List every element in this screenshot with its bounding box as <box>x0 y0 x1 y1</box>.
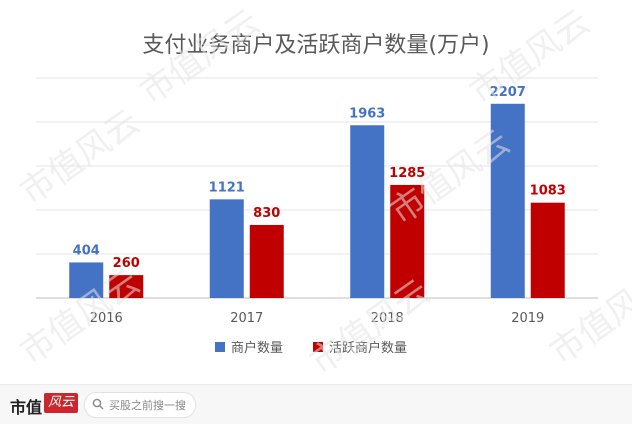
data-label: 404 <box>73 243 100 258</box>
data-label: 1121 <box>209 180 245 195</box>
chart-title: 支付业务商户及活跃商户数量(万户) <box>142 33 489 58</box>
search-icon <box>92 398 104 410</box>
legend-swatch <box>313 342 323 352</box>
x-tick-label: 2016 <box>90 311 123 326</box>
legend-label: 活跃商户数量 <box>329 340 407 356</box>
data-label: 1083 <box>530 184 566 199</box>
brand-logo-mark: 风云 <box>44 393 78 413</box>
x-tick-label: 2019 <box>511 311 544 326</box>
chart-card: 支付业务商户及活跃商户数量(万户) 404 260 2016 1121 830 2017 19… <box>12 1 632 383</box>
data-label: 260 <box>113 256 140 271</box>
bar-merchants-2019 <box>490 103 525 298</box>
search-box[interactable]: 买股之前搜一搜 <box>84 392 196 418</box>
data-label: 2207 <box>490 85 526 100</box>
search-placeholder: 买股之前搜一搜 <box>109 399 186 412</box>
x-tick-label: 2017 <box>230 311 263 326</box>
footer-bar: 市值 风云 买股之前搜一搜 <box>0 384 632 424</box>
bar-active-merchants-2017 <box>249 224 284 298</box>
bar-active-merchants-2016 <box>109 275 144 298</box>
data-label: 1285 <box>389 166 425 181</box>
bar-active-merchants-2018 <box>390 184 425 298</box>
bar-merchants-2017 <box>209 199 244 298</box>
data-label: 830 <box>253 206 280 221</box>
data-label: 1963 <box>349 106 385 121</box>
legend-label: 商户数量 <box>231 340 283 356</box>
x-tick-label: 2018 <box>371 311 404 326</box>
bar-active-merchants-2019 <box>530 202 565 298</box>
brand-logo-text: 市值 <box>10 398 43 417</box>
bar-merchants-2018 <box>350 125 385 298</box>
legend-swatch <box>215 342 225 352</box>
bar-chart: 支付业务商户及活跃商户数量(万户) 404 260 2016 1121 830 2017 19… <box>36 33 598 356</box>
bar-merchants-2016 <box>69 262 104 298</box>
